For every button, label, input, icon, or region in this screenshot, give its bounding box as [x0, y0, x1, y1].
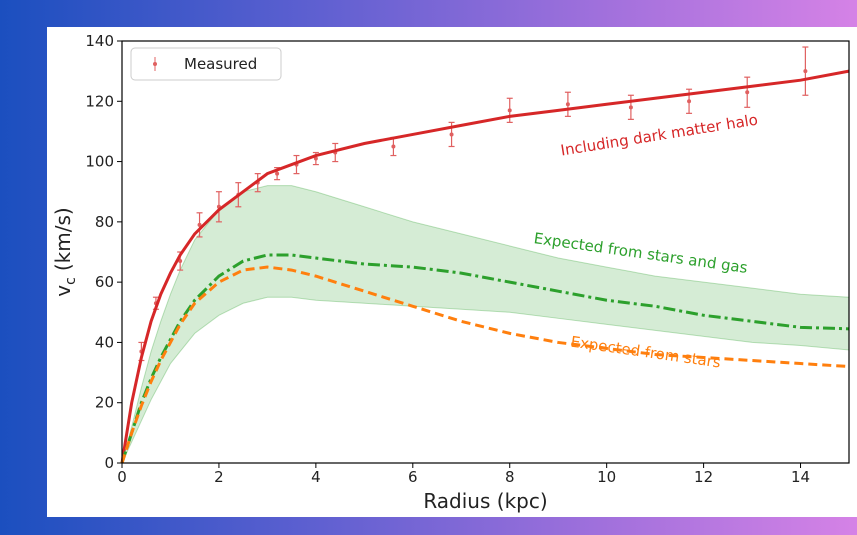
data-point: [313, 156, 318, 161]
data-point: [565, 102, 570, 107]
legend-box: [130, 47, 282, 81]
y-axis-label: vc (km/s): [51, 207, 79, 296]
y-tick-label: 140: [85, 32, 114, 50]
y-tick-label: 100: [85, 153, 114, 171]
y-tick-label: 40: [95, 333, 114, 351]
x-tick-label: 12: [694, 468, 713, 486]
x-tick-label: 2: [214, 468, 224, 486]
data-point: [628, 105, 633, 110]
y-tick-label: 0: [104, 454, 114, 472]
y-label-base: v: [51, 285, 75, 297]
data-point: [507, 108, 512, 113]
curve: [120, 265, 850, 464]
y-tick-label: 60: [95, 273, 114, 291]
x-tick-label: 6: [408, 468, 418, 486]
x-axis-label: Radius (kpc): [423, 489, 547, 513]
data-point: [687, 99, 692, 104]
data-point: [391, 144, 396, 149]
data-point: [449, 132, 454, 137]
legend-label: Measured: [184, 55, 257, 73]
panel: [47, 27, 857, 517]
y-tick-label: 120: [85, 92, 114, 110]
x-tick-label: 10: [597, 468, 616, 486]
data-point: [745, 90, 750, 95]
legend-marker-point: [153, 62, 157, 66]
x-tick-label: 0: [117, 468, 127, 486]
data-point: [275, 171, 280, 176]
curve: [120, 69, 850, 464]
x-tick-label: 14: [791, 468, 810, 486]
y-tick-label: 20: [95, 394, 114, 412]
y-label-unit: (km/s): [51, 207, 75, 271]
plot-frame: [121, 40, 850, 464]
x-tick-label: 4: [311, 468, 321, 486]
y-tick-label: 80: [95, 213, 114, 231]
data-point: [803, 69, 808, 74]
data-point: [197, 222, 202, 227]
y-label-sub: c: [63, 277, 79, 285]
x-tick-label: 8: [505, 468, 515, 486]
curve: [120, 253, 850, 464]
